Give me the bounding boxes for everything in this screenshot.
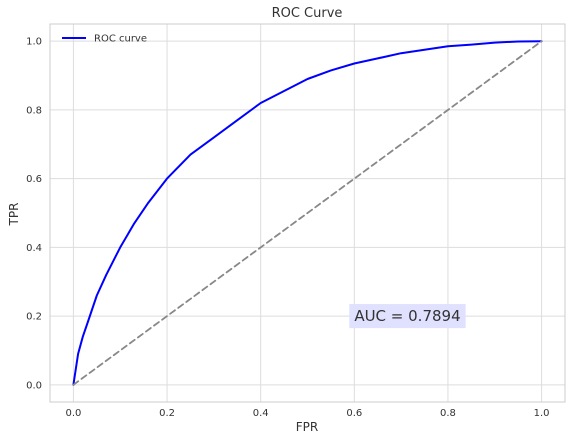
diagonal-reference-line xyxy=(72,40,543,386)
auc-annotation-background xyxy=(349,304,466,329)
x-tick-label: 0.4 xyxy=(253,408,269,419)
y-axis-label: TPR xyxy=(7,203,21,227)
x-axis-label: FPR xyxy=(296,420,318,434)
plot-frame xyxy=(49,23,566,403)
chart-title: ROC Curve xyxy=(272,6,343,21)
x-tick-label: 0.6 xyxy=(346,408,362,419)
y-tick-label: 0.6 xyxy=(26,174,42,185)
y-tick-label: 0.0 xyxy=(26,380,42,391)
y-tick-label: 0.4 xyxy=(26,243,42,254)
y-tick-label: 1.0 xyxy=(26,37,42,48)
annotation-layer: AUC = 0.7894 xyxy=(349,304,466,329)
y-tick-label: 0.2 xyxy=(26,312,42,323)
series-layer xyxy=(72,40,543,386)
roc-curve-line xyxy=(72,40,543,386)
legend: ROC curve xyxy=(62,34,147,45)
y-tick-label: 0.8 xyxy=(26,105,42,116)
tick-labels: 0.0 0.2 0.4 0.6 0.8 1.0 0.0 0.2 0.4 0.6 0.8 1.0 xyxy=(26,37,549,419)
legend-label: ROC curve xyxy=(94,34,147,45)
x-tick-label: 0.2 xyxy=(159,408,175,419)
grid xyxy=(50,24,565,402)
x-tick-label: 1.0 xyxy=(534,408,550,419)
auc-annotation-text: AUC = 0.7894 xyxy=(354,307,460,325)
x-tick-label: 0.0 xyxy=(65,408,81,419)
auc-annotation: AUC = 0.7894 xyxy=(349,304,466,329)
x-tick-label: 0.8 xyxy=(440,408,456,419)
